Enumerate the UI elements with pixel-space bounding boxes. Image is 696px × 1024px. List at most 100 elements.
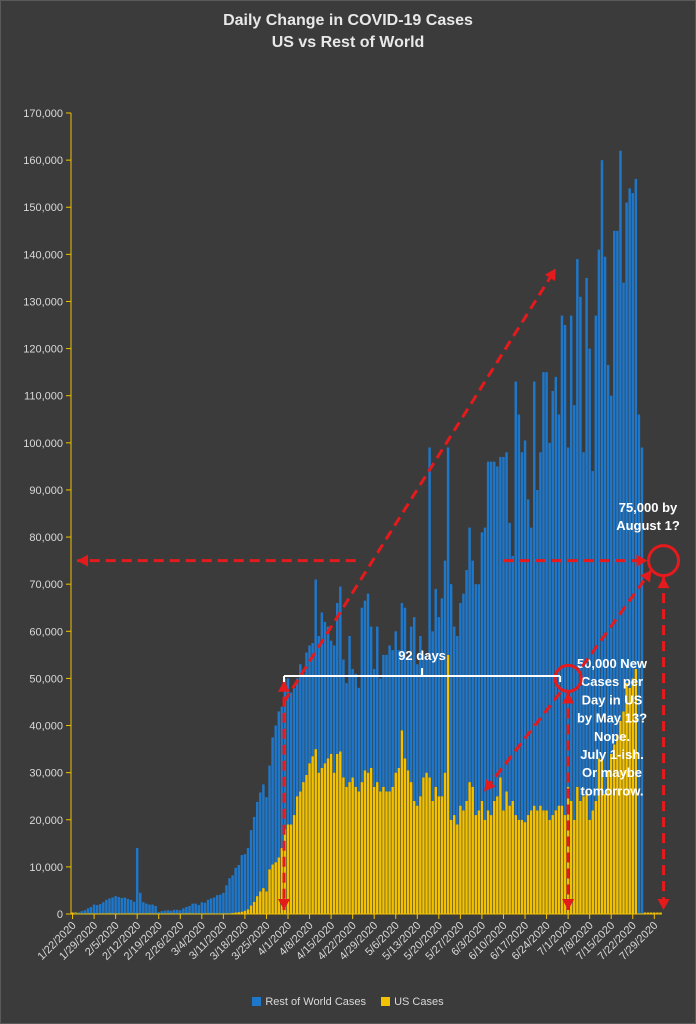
bar-us [471,786,474,914]
bar-rest-of-world [191,903,194,914]
bar-us [563,815,567,914]
bar-us [659,912,662,914]
bar-rest-of-world [194,903,197,914]
bar-us [588,819,591,914]
bar-rest-of-world [255,801,259,897]
bar-rest-of-world [489,461,493,816]
bar-us [289,824,293,914]
bar-rest-of-world [145,903,148,914]
y-tick-label: 140,000 [23,249,63,261]
bar-rest-of-world [95,905,99,914]
bar-rest-of-world [314,579,317,750]
bar-rest-of-world [539,452,542,806]
marker-arrow-aug1-head [657,899,670,910]
bar-rest-of-world [77,912,80,914]
bar-us [425,772,428,914]
bar-rest-of-world [486,461,490,811]
bar-rest-of-world [148,904,151,914]
bar-rest-of-world [289,692,293,825]
bar-us [560,805,564,914]
y-tick-label: 10,000 [29,862,63,874]
bar-rest-of-world [462,593,465,811]
bar-rest-of-world [631,193,634,679]
bar-rest-of-world [114,896,117,914]
y-tick-label: 0 [57,909,63,921]
y-tick-label: 90,000 [29,485,63,497]
bar-us [606,770,610,914]
bar-us [594,800,598,914]
bar-us [366,772,370,914]
bar-us [529,810,533,914]
bar-rest-of-world [123,897,127,914]
bar-us [403,758,407,914]
bar-us [600,758,604,914]
bar-us [557,805,561,914]
bar-rest-of-world [175,909,179,914]
bar-rest-of-world [637,414,641,914]
bar-us [437,796,441,914]
bar-us [419,796,422,914]
bar-us [320,767,324,914]
bar-rest-of-world [363,600,367,771]
bar-us [579,800,582,914]
bar-us [489,815,493,914]
bar-rest-of-world [243,854,247,911]
bar-us [508,805,511,914]
bar-rest-of-world [265,797,268,892]
bar-rest-of-world [209,898,213,914]
bar-rest-of-world [388,645,391,792]
bar-rest-of-world [579,296,582,801]
bar-us [643,912,647,914]
y-tick-label: 60,000 [29,626,63,638]
bar-us [542,810,545,914]
marker-arrow-jul1-tail [562,692,575,704]
bar-rest-of-world [262,784,265,889]
bar-us [357,791,361,914]
bar-us [265,891,268,914]
bar-us [385,791,388,914]
bar-rest-of-world [446,447,450,655]
bar-rest-of-world [132,901,136,914]
bar-us [465,800,468,914]
chart-title: Daily Change in COVID-19 Cases US vs Res… [0,10,696,54]
bar-rest-of-world [382,654,385,787]
bar-us [480,800,484,914]
bar-rest-of-world [102,902,105,914]
bar-rest-of-world [228,878,231,914]
bar-us [505,791,508,914]
bar-rest-of-world [286,678,290,825]
bar-rest-of-world [603,256,607,794]
bar-us [382,786,385,914]
bar-us [234,912,237,914]
bar-us [653,912,656,914]
bar-us [299,791,302,914]
bar-rest-of-world [246,848,250,910]
legend-label-rest-of-world: Rest of World Cases [265,996,367,1008]
bar-us [551,815,554,914]
bar-us [609,753,613,914]
bracket-label-92-days: 92 days [398,648,446,663]
bar-rest-of-world [566,447,570,787]
bar-us [305,775,308,914]
bar-rest-of-world [594,315,598,801]
bar-rest-of-world [249,830,253,906]
trend-arrow-world [282,267,558,703]
bar-us [434,786,437,914]
bar-rest-of-world [360,607,364,783]
bar-us [628,687,631,914]
bar-rest-of-world [640,447,644,914]
bar-rest-of-world [585,277,588,792]
bar-rest-of-world [166,910,170,914]
bar-rest-of-world [569,315,573,801]
bar-rest-of-world [471,560,474,787]
bar-rest-of-world [400,603,404,731]
bar-us [317,772,321,914]
bar-rest-of-world [231,875,234,914]
chart-title-line-2: US vs Rest of World [271,34,425,51]
bar-us [268,869,271,914]
bar-us [474,815,478,914]
bar-us [237,912,240,914]
bar-rest-of-world [271,737,274,865]
note-50k-line-5: Nope. [594,729,630,744]
bar-rest-of-world [609,395,613,754]
